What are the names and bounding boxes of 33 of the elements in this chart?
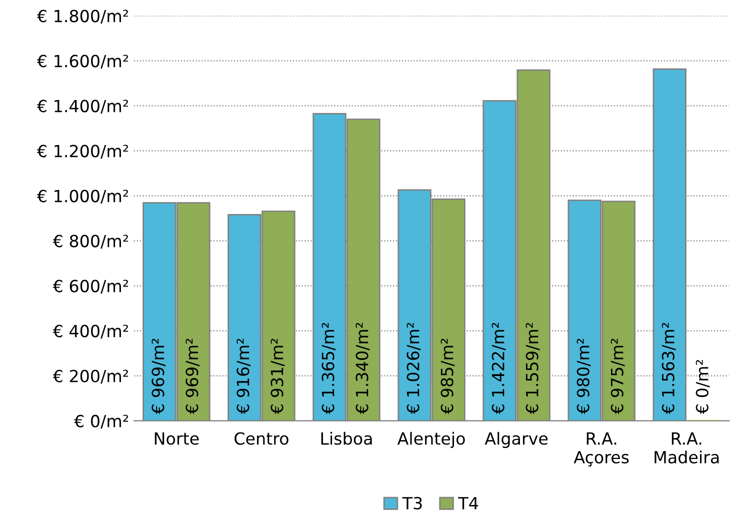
y-tick-label: € 1.800/m² <box>36 10 128 24</box>
data-label: € 980/m² <box>576 338 591 414</box>
data-label: € 969/m² <box>186 338 200 414</box>
legend-label: T4 <box>458 497 478 510</box>
data-label: € 1.563/m² <box>662 322 676 414</box>
data-label: € 1.026/m² <box>406 322 421 414</box>
y-tick-label: € 600/m² <box>52 280 128 294</box>
x-tick-label: R.A. Madeira <box>654 432 719 464</box>
x-tick-label: Norte <box>154 432 199 445</box>
data-label: € 1.365/m² <box>322 322 336 414</box>
x-tick-label: Algarve <box>484 432 548 448</box>
data-label: € 1.422/m² <box>492 322 506 414</box>
data-label: € 975/m² <box>610 338 625 414</box>
data-label: € 931/m² <box>270 338 285 414</box>
data-label: € 969/m² <box>152 338 166 414</box>
y-tick-label: € 400/m² <box>52 324 128 339</box>
y-tick-label: € 0/m² <box>74 414 128 429</box>
legend-label: T3 <box>402 496 422 510</box>
y-tick-label: € 1.000/m² <box>36 190 128 204</box>
y-tick-label: € 1.200/m² <box>36 144 128 159</box>
y-tick-label: € 1.400/m² <box>36 100 128 114</box>
y-tick-label: € 800/m² <box>52 234 128 249</box>
data-label: € 985/m² <box>440 338 455 414</box>
x-tick-label: Alentejo <box>397 432 465 448</box>
data-label: € 0/m² <box>696 360 710 414</box>
y-tick-label: € 1.600/m² <box>36 54 128 69</box>
data-label: € 1.559/m² <box>526 322 540 414</box>
data-label: € 1.340/m² <box>356 322 370 414</box>
x-tick-label: Centro <box>234 432 288 445</box>
y-tick-label: € 200/m² <box>52 370 128 384</box>
data-label: € 916/m² <box>236 338 251 414</box>
x-tick-label: R.A. Açores <box>574 432 629 466</box>
x-tick-label: Lisboa <box>321 432 372 445</box>
